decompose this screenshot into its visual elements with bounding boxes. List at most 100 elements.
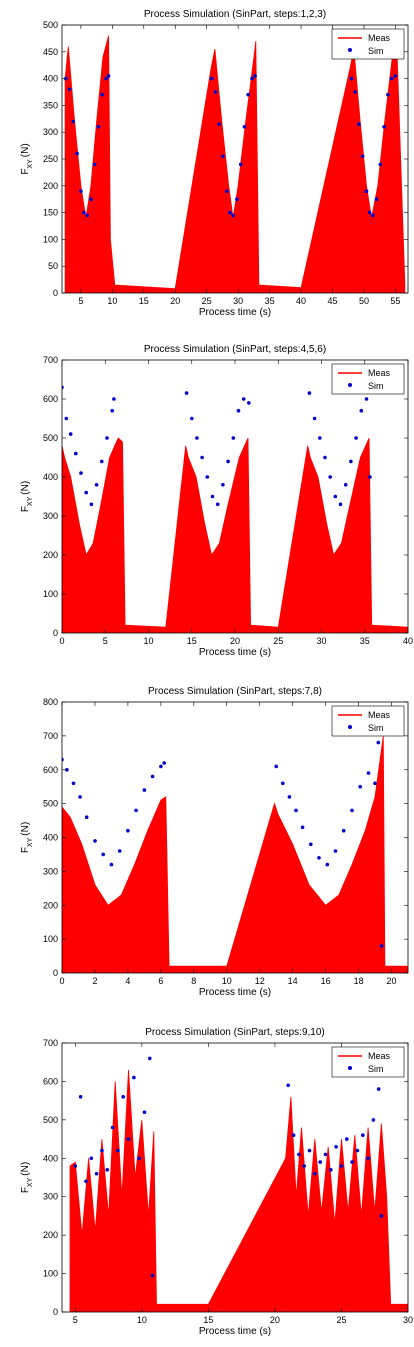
sim-point — [226, 459, 230, 464]
sim-point — [367, 210, 372, 215]
sim-point — [117, 849, 122, 853]
sim-point — [373, 781, 377, 786]
x-axis-label: Process time (s) — [199, 987, 271, 998]
x-tick-label: 16 — [321, 976, 331, 986]
sim-point — [371, 1118, 376, 1122]
sim-point — [294, 808, 298, 813]
legend-box — [331, 1046, 405, 1078]
sim-point — [100, 1148, 104, 1153]
y-tick-label: 300 — [43, 511, 58, 521]
sim-point — [361, 1133, 365, 1137]
y-tick-label: 200 — [43, 181, 58, 191]
sim-point — [379, 944, 384, 948]
sim-point — [393, 74, 398, 78]
sim-point — [85, 213, 89, 218]
x-tick-label: 18 — [354, 976, 364, 986]
sim-point — [349, 459, 353, 464]
x-axis-label: Process time (s) — [199, 307, 271, 318]
x-tick-label: 30 — [403, 1315, 413, 1325]
sim-point — [341, 828, 346, 833]
sim-point — [94, 1171, 99, 1176]
x-tick-label: 15 — [187, 636, 197, 646]
x-tick-label: 6 — [158, 976, 163, 986]
x-tick-label: 0 — [59, 636, 64, 646]
sim-point — [78, 795, 82, 799]
legend-box — [331, 363, 405, 395]
sim-point — [318, 436, 322, 440]
sim-point — [121, 1095, 125, 1099]
sim-point — [74, 451, 78, 456]
sim-point — [286, 1083, 291, 1088]
sim-point — [247, 401, 251, 405]
sim-point — [89, 1156, 94, 1161]
x-tick-label: 45 — [328, 296, 338, 306]
y-tick-label: 100 — [43, 589, 58, 599]
sim-point — [241, 397, 246, 401]
sim-point — [221, 483, 225, 487]
sim-point — [297, 1152, 301, 1157]
sim-point — [366, 1156, 370, 1161]
sim-point — [84, 490, 88, 495]
sim-point — [334, 1145, 338, 1149]
sim-point — [96, 125, 101, 129]
x-tick-label: 20 — [230, 636, 240, 646]
plot-area — [69, 1056, 408, 1312]
y-tick-label: 700 — [43, 355, 58, 365]
axes-frame — [61, 1042, 409, 1313]
sim-point — [110, 408, 114, 413]
chart-title: Process Simulation (SinPart, steps:1,2,3… — [144, 9, 326, 20]
x-tick-label: 10 — [222, 976, 232, 986]
x-tick-label: 20 — [387, 976, 397, 986]
sim-point — [313, 1171, 317, 1176]
sim-point — [105, 1168, 109, 1172]
x-axis-label: Process time (s) — [199, 647, 271, 658]
plot-area — [62, 385, 408, 633]
sim-point — [287, 795, 292, 799]
legend-box — [331, 705, 405, 737]
sim-point — [89, 197, 93, 201]
series-meas-area — [69, 1069, 408, 1312]
x-tick-label: 12 — [255, 976, 265, 986]
y-tick-label: 0 — [53, 968, 58, 978]
sim-point — [217, 122, 222, 126]
x-tick-label: 50 — [359, 296, 369, 306]
legend-sim-swatch — [348, 1066, 352, 1070]
sim-point — [250, 76, 254, 81]
legend-sim-label: Sim — [368, 723, 384, 733]
sim-point — [328, 475, 333, 479]
y-tick-label: 0 — [53, 1307, 58, 1317]
sim-point — [343, 483, 348, 487]
sim-point — [382, 125, 386, 129]
plot-area — [64, 35, 406, 293]
sim-point — [355, 1148, 360, 1153]
sim-point — [101, 852, 105, 857]
legend: Meas Sim — [331, 705, 405, 737]
sim-point — [323, 455, 327, 460]
x-tick-label: 0 — [59, 976, 64, 986]
sim-point — [79, 189, 83, 193]
sim-point — [371, 213, 375, 218]
x-tick-label: 20 — [170, 296, 180, 306]
x-tick-label: 15 — [139, 296, 149, 306]
sim-point — [71, 119, 76, 124]
x-tick-label: 5 — [73, 1315, 78, 1325]
legend-meas-label: Meas — [368, 368, 391, 378]
sim-point — [236, 408, 241, 413]
legend-sim-label: Sim — [368, 381, 384, 391]
y-tick-label: 100 — [43, 934, 58, 944]
sim-point — [235, 197, 239, 201]
sim-point — [359, 408, 364, 413]
series-meas-area — [62, 437, 408, 633]
y-tick-label: 250 — [43, 154, 58, 164]
sim-point — [92, 162, 97, 167]
sim-point — [150, 774, 155, 779]
sim-point — [325, 862, 330, 867]
sim-point — [364, 189, 369, 193]
x-tick-label: 55 — [390, 296, 400, 306]
x-tick-label: 25 — [336, 1315, 346, 1325]
legend-meas-label: Meas — [368, 33, 391, 43]
sim-point — [309, 842, 313, 847]
sim-point — [100, 92, 105, 97]
y-tick-label: 450 — [43, 47, 58, 57]
sim-point — [253, 74, 257, 78]
